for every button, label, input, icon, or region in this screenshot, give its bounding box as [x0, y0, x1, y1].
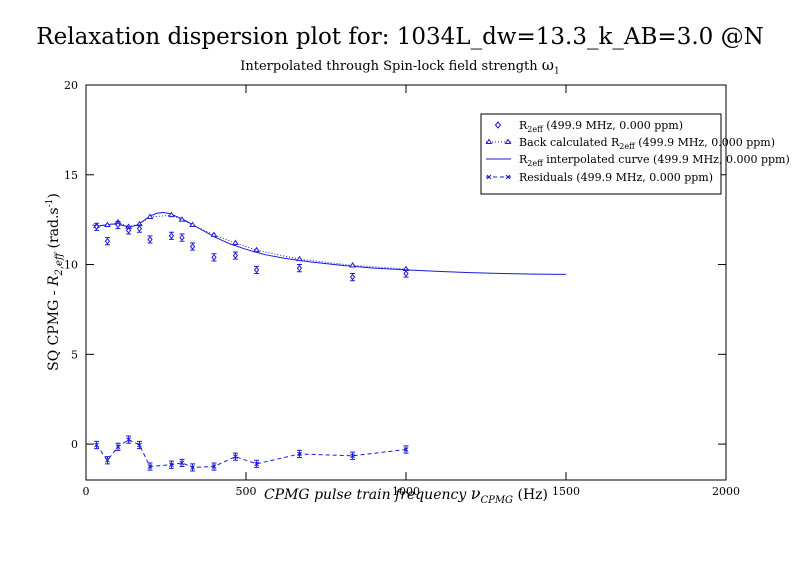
y-axis-label-unit: (rad.s — [46, 207, 62, 253]
residuals-line — [96, 439, 407, 468]
r2eff-point — [211, 254, 217, 261]
residual-point — [190, 465, 195, 470]
x-axis-label-subscript: CPMG — [480, 495, 513, 506]
legend-3-post: interpolated curve (499.9 MHz, 0.000 ppm… — [543, 153, 790, 166]
r2eff-point — [296, 264, 303, 272]
r2eff-point — [125, 227, 132, 234]
chart-title: Relaxation dispersion plot for: 1034L_dw… — [36, 24, 764, 50]
legend-2-post: (499.9 MHz, 0.000 ppm) — [635, 136, 775, 149]
legend-entry-2: Back calculated R2eff (499.9 MHz, 0.000 … — [519, 136, 775, 151]
r2eff-point — [189, 243, 196, 250]
data-layer — [92, 211, 567, 472]
x-tick-label: 1500 — [552, 485, 580, 498]
legend-1-pre: R — [519, 119, 528, 132]
x-axis-label-text: CPMG pulse train frequency — [264, 487, 471, 503]
legend-entry-1: R2eff (499.9 MHz, 0.000 ppm) — [519, 119, 683, 134]
legend-marker-series-1 — [494, 121, 502, 129]
legend-4-pre: Residuals — [519, 171, 573, 184]
r2eff-point — [104, 237, 111, 245]
residual-point — [105, 457, 110, 463]
x-tick-label: 0 — [83, 485, 90, 498]
r2eff-point — [403, 270, 409, 277]
y-tick-label: 20 — [64, 79, 78, 92]
back-calculated-line — [96, 214, 407, 270]
y-tick-label: 0 — [71, 438, 78, 451]
r2eff-point — [179, 234, 185, 241]
r2eff-point — [147, 236, 153, 243]
residual-point — [297, 451, 302, 457]
residual-point — [147, 464, 153, 469]
y-axis-label: SQ CPMG - R2,eff (rad.s-1) — [45, 193, 65, 371]
interpolated-curve-line — [92, 211, 567, 275]
residual-point — [211, 464, 217, 469]
r2eff-point — [168, 232, 175, 240]
legend-entry-3: R2eff interpolated curve (499.9 MHz, 0.0… — [519, 153, 790, 168]
legend-marker-series-4 — [486, 174, 511, 180]
residual-point — [137, 442, 142, 448]
back-calculated-point — [168, 211, 175, 218]
legend-2-pre: Back calculated R — [519, 136, 620, 149]
back-calculated-point — [104, 221, 111, 228]
subtitle-symbol: ω — [541, 56, 555, 74]
y-tick-label: 10 — [64, 259, 78, 272]
x-axis-label: CPMG pulse train frequency νCPMG (Hz) — [264, 484, 548, 506]
back-calculated-point — [232, 239, 239, 245]
x-tick-label: 1000 — [392, 485, 420, 498]
residual-point — [233, 454, 238, 460]
residual-point — [254, 461, 259, 467]
legend-entry-4: Residuals (499.9 MHz, 0.000 ppm) — [519, 171, 713, 184]
r2eff-point — [349, 273, 356, 281]
x-tick-label: 500 — [236, 485, 257, 498]
y-axis-label-symbol: R — [46, 275, 62, 287]
chart-subtitle: Interpolated through Spin-lock field str… — [0, 56, 800, 77]
residual-point — [403, 447, 409, 452]
back-calculated-point — [296, 255, 303, 262]
legend-box — [480, 113, 722, 195]
legend-2-sub: 2eff — [619, 142, 636, 151]
residual-point — [179, 460, 185, 466]
x-axis-label-symbol: ν — [471, 484, 481, 503]
y-axis-label-prefix: SQ CPMG - — [46, 286, 62, 371]
r2eff-point — [232, 252, 239, 259]
x-tick-label: 2000 — [712, 485, 740, 498]
legend-1-post: (499.9 MHz, 0.000 ppm) — [543, 119, 683, 132]
residual-point — [115, 444, 121, 450]
back-calculated-point — [349, 261, 356, 268]
legend: R2eff (499.9 MHz, 0.000 ppm) Back calcul… — [480, 113, 790, 195]
back-calculated-point — [253, 246, 260, 253]
legend-3-pre: R — [519, 153, 528, 166]
legend-4-post: (499.9 MHz, 0.000 ppm) — [573, 171, 713, 184]
legend-1-sub: 2eff — [527, 125, 544, 134]
subtitle-subscript: 1 — [554, 66, 560, 77]
subtitle-text: Interpolated through Spin-lock field str… — [240, 59, 542, 74]
back-calculated-point — [146, 213, 154, 219]
y-tick-label: 15 — [64, 169, 78, 182]
r2eff-point — [93, 223, 100, 231]
residual-point — [169, 462, 174, 468]
back-calculated-point — [210, 231, 218, 237]
back-calculated-point — [178, 216, 186, 222]
legend-3-sub: 2eff — [527, 159, 544, 168]
residual-point — [94, 442, 99, 448]
back-calculated-point — [189, 221, 196, 228]
y-axis-label-subscript: 2,eff — [54, 251, 65, 276]
y-axis-label-close: ) — [46, 193, 62, 198]
legend-marker-series-2 — [485, 138, 512, 144]
y-axis-label-exponent: -1 — [45, 199, 55, 208]
residual-point — [350, 453, 355, 459]
residual-point — [126, 437, 131, 442]
axes-layer: 0 500 1000 1500 2000 0 5 10 15 20 — [64, 79, 740, 498]
y-tick-label: 5 — [71, 348, 78, 361]
x-axis-label-unit: (Hz) — [513, 487, 548, 503]
r2eff-point — [253, 266, 260, 274]
r2eff-point — [136, 225, 143, 232]
r2eff-point — [115, 221, 121, 229]
